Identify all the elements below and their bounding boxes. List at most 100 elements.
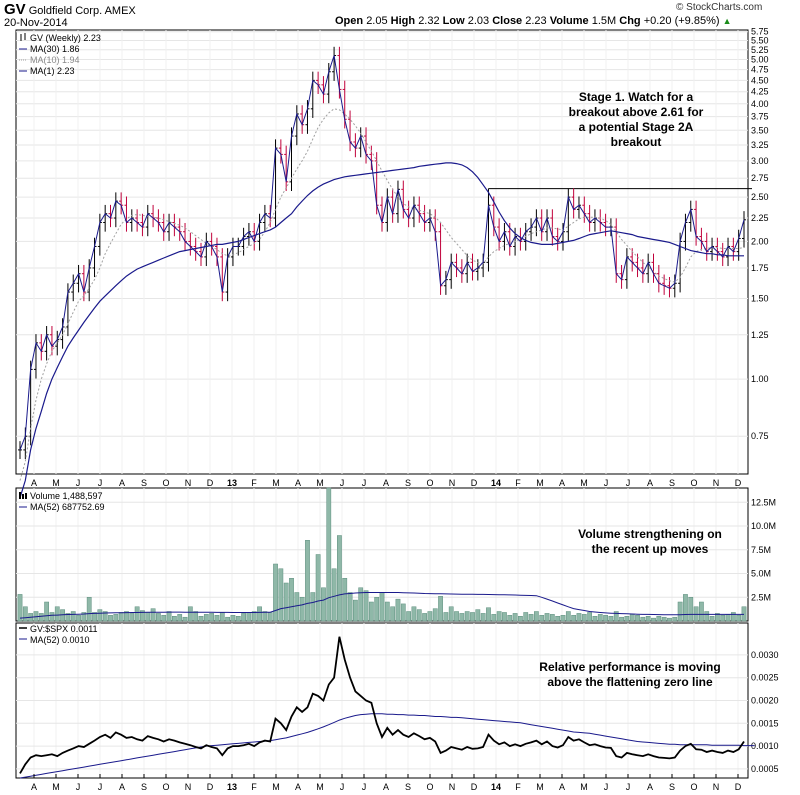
price-x-tick-label: J bbox=[98, 478, 103, 488]
price-x-tick-label: F bbox=[251, 478, 257, 488]
volume-bar bbox=[741, 606, 747, 622]
volume-bar bbox=[172, 616, 177, 622]
low-value: 2.03 bbox=[467, 15, 490, 27]
volume-bar bbox=[704, 611, 710, 622]
price-y-tick-label: 1.75 bbox=[751, 263, 769, 273]
price-x-tick-label: S bbox=[141, 478, 147, 488]
volume-bar bbox=[97, 609, 103, 622]
close-value: 2.23 bbox=[525, 15, 547, 27]
volume-annotation-line: the recent up moves bbox=[592, 542, 709, 556]
volume-bar bbox=[289, 578, 294, 622]
price-y-tick-label: 5.25 bbox=[751, 45, 769, 55]
price-y-tick-label: 3.75 bbox=[751, 112, 769, 122]
volume-bar bbox=[92, 612, 97, 622]
volume-bar bbox=[241, 613, 246, 622]
volume-bar bbox=[502, 612, 507, 622]
price-y-tick-label: 2.75 bbox=[751, 173, 769, 183]
chart-date: 20-Nov-2014 bbox=[4, 17, 68, 29]
volume-bar bbox=[448, 606, 454, 622]
volume-bar bbox=[523, 612, 529, 622]
volume-bar bbox=[581, 614, 587, 622]
price-x-tick-label: A bbox=[559, 478, 565, 488]
volume-bar bbox=[283, 582, 289, 622]
volume-bar bbox=[656, 616, 662, 622]
relative-x-tick-label: N bbox=[185, 782, 192, 792]
volume-bar bbox=[486, 607, 491, 622]
volume-bar bbox=[661, 616, 667, 622]
volume-y-tick-label: 12.5M bbox=[751, 497, 776, 507]
relative-x-tick-label: J bbox=[340, 782, 345, 792]
price-y-tick-label: 5.00 bbox=[751, 54, 769, 64]
price-x-tick-label: M bbox=[52, 478, 60, 488]
volume-bar bbox=[262, 611, 268, 622]
volume-bar bbox=[246, 612, 252, 622]
volume-bar bbox=[629, 614, 635, 622]
volume-bar bbox=[156, 613, 161, 622]
volume-bar bbox=[267, 612, 273, 622]
volume-bar bbox=[693, 606, 699, 622]
volume-bar bbox=[209, 613, 215, 622]
price-y-tick-label: 2.25 bbox=[751, 213, 769, 223]
volume-bar bbox=[507, 615, 513, 622]
volume-bar bbox=[438, 596, 443, 622]
volume-bar bbox=[140, 610, 145, 622]
volume-bar bbox=[305, 540, 310, 622]
relative-x-tick-label: J bbox=[76, 782, 81, 792]
volume-bar bbox=[161, 615, 167, 622]
price-x-tick-label: D bbox=[735, 478, 742, 488]
volume-bar bbox=[273, 563, 278, 622]
high-value: 2.32 bbox=[418, 15, 440, 27]
volume-bar bbox=[384, 601, 390, 622]
volume-bar bbox=[651, 617, 656, 622]
relative-x-tick-label: M bbox=[536, 782, 544, 792]
volume-bar bbox=[177, 614, 183, 622]
price-x-tick-label: J bbox=[362, 478, 367, 488]
volume-bar bbox=[720, 615, 726, 622]
price-x-tick-label: J bbox=[340, 478, 345, 488]
relative-legend-label: GV:$SPX 0.0011 bbox=[30, 624, 98, 634]
volume-bar bbox=[118, 612, 124, 622]
price-y-tick-label: 2.00 bbox=[751, 236, 769, 246]
relative-x-tick-label: J bbox=[604, 782, 609, 792]
price-y-tick-label: 2.50 bbox=[751, 192, 769, 202]
relative-x-tick-label: N bbox=[713, 782, 720, 792]
relative-x-tick-label: 13 bbox=[227, 782, 237, 792]
price-x-tick-label: A bbox=[295, 478, 301, 488]
relative-x-tick-label: O bbox=[162, 782, 169, 792]
price-x-tick-label: O bbox=[162, 478, 169, 488]
relative-x-tick-label: D bbox=[735, 782, 742, 792]
volume-bar bbox=[677, 601, 683, 622]
open-label: Open bbox=[335, 15, 364, 27]
volume-bar bbox=[38, 613, 44, 622]
relative-x-tick-label: D bbox=[207, 782, 214, 792]
volume-bar bbox=[230, 615, 236, 622]
volume-bar bbox=[592, 616, 598, 622]
brand-watermark: © StockCharts.com bbox=[676, 2, 763, 13]
price-x-tick-label: A bbox=[647, 478, 653, 488]
volume-bar bbox=[491, 614, 497, 622]
price-y-tick-label: 1.00 bbox=[751, 374, 769, 384]
volume-bar bbox=[613, 611, 619, 622]
volume-y-tick-label: 10.0M bbox=[751, 521, 776, 531]
volume-y-tick-label: 5.0M bbox=[751, 569, 771, 579]
relative-x-tick-label: S bbox=[669, 782, 675, 792]
volume-bar bbox=[65, 613, 71, 622]
volume-bar bbox=[411, 606, 417, 622]
volume-bar bbox=[368, 601, 374, 622]
price-x-tick-label: O bbox=[690, 478, 697, 488]
ma1-line bbox=[19, 55, 745, 451]
high-label: High bbox=[390, 15, 416, 27]
volume-bar bbox=[315, 554, 321, 622]
volume-bars-icon bbox=[25, 493, 27, 499]
price-legend-label: MA(10) 1.94 bbox=[30, 55, 80, 65]
volume-bar bbox=[400, 603, 406, 622]
volume-bar bbox=[640, 616, 646, 622]
price-annotation-line: breakout above 2.61 for bbox=[569, 105, 704, 119]
volume-bar bbox=[225, 616, 230, 622]
volume-bar bbox=[432, 608, 438, 622]
volume-bar bbox=[379, 592, 385, 622]
volume-bar bbox=[496, 611, 502, 622]
price-y-tick-label: 3.50 bbox=[751, 125, 769, 135]
volume-bar bbox=[187, 606, 193, 622]
